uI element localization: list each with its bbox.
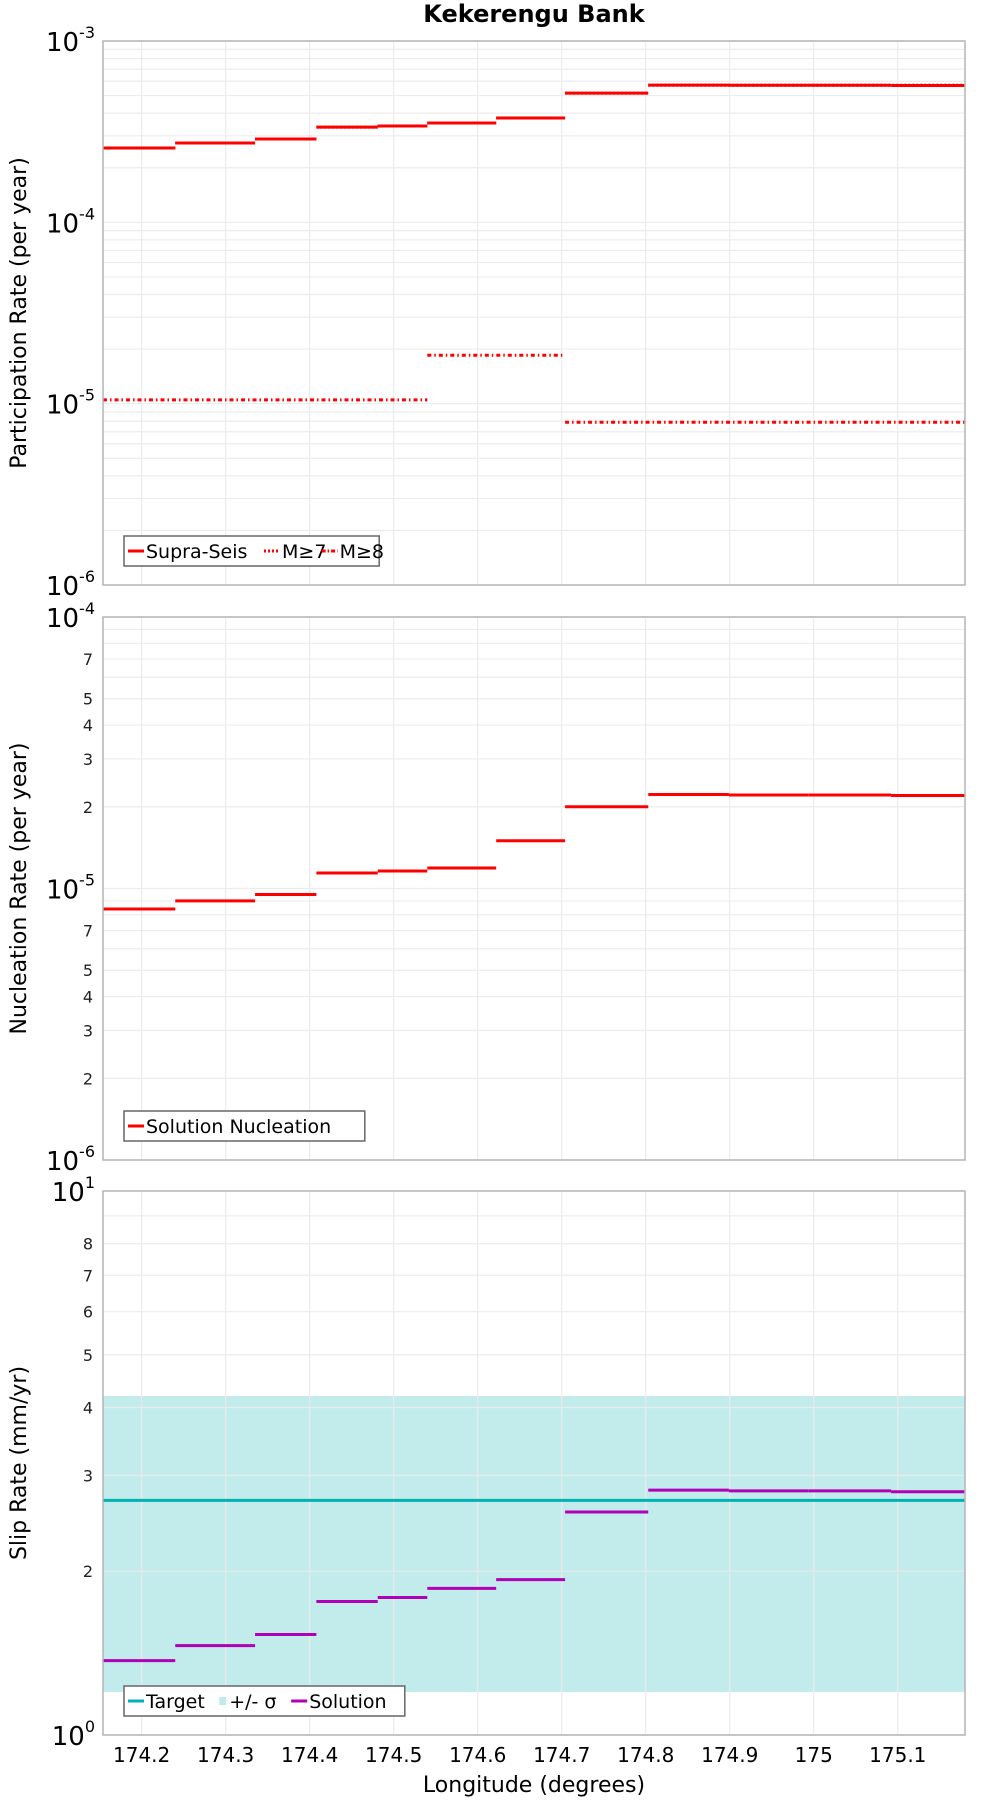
legend-box (123, 535, 380, 567)
x-axis-label: Longitude (degrees) (423, 1773, 645, 1798)
plot-frame (102, 616, 966, 1161)
y-axis-label: Nucleation Rate (per year) (7, 743, 32, 1035)
slip-rate-panel: 101 100 8 7 6 5 4 3 2 Slip Rate (mm/yr) Target +/- … (7, 1173, 966, 1752)
nucleation-rate-panel: 10-4 10-5 10-6 7 5 4 3 2 7 5 4 3 2 Nucleation Rate (p… (7, 599, 966, 1177)
x-tick-label: 174.8 (617, 1743, 674, 1767)
x-tick-label: 174.4 (281, 1743, 338, 1767)
y-tick-label-minor: 5 (83, 961, 93, 980)
legend-label: Supra-Seis (146, 541, 247, 563)
legend-box (123, 1110, 366, 1142)
y-tick-label-major: 101 (52, 1173, 95, 1208)
y-axis-label: Participation Rate (per year) (7, 157, 32, 469)
y-tick-label-major: 10-4 (46, 204, 95, 239)
legend-label: M≥8 (340, 541, 384, 563)
x-tick-label: 174.5 (365, 1743, 422, 1767)
legend: Supra-Seis M≥7 M≥8 (123, 535, 384, 567)
x-tick-label: 174.7 (533, 1743, 590, 1767)
legend: Target +/- σ Solution (123, 1685, 406, 1717)
legend-label: M≥7 (282, 541, 326, 563)
y-tick-label-major: 10-5 (46, 871, 95, 906)
legend-label: +/- σ (229, 1691, 276, 1713)
y-tick-label-minor: 6 (83, 1303, 93, 1322)
x-tick-label: 174.6 (449, 1743, 506, 1767)
y-axis-label: Slip Rate (mm/yr) (7, 1366, 32, 1560)
y-tick-label-major: 100 (52, 1717, 95, 1752)
y-tick-label-minor: 2 (83, 1562, 93, 1581)
y-tick-label-minor: 3 (83, 750, 93, 769)
y-tick-label-minor: 8 (83, 1235, 93, 1254)
y-tick-label-major: 10-5 (46, 386, 95, 421)
y-tick-label-minor: 2 (83, 798, 93, 817)
y-tick-label-minor: 5 (83, 690, 93, 709)
y-tick-label-minor: 3 (83, 1466, 93, 1485)
plot-frame (102, 1190, 966, 1736)
legend: Solution Nucleation (123, 1110, 366, 1142)
y-tick-label-major: 10-4 (46, 599, 95, 634)
y-tick-label-major: 10-6 (46, 1142, 95, 1177)
plot-frame (102, 40, 966, 586)
y-tick-label-minor: 4 (83, 1398, 93, 1417)
y-tick-label-major: 10-3 (46, 23, 95, 58)
legend-label: Solution Nucleation (146, 1116, 331, 1138)
y-tick-label-minor: 7 (83, 650, 93, 669)
legend-band-icon (219, 1697, 227, 1705)
chart-title: Kekerengu Bank (423, 0, 645, 28)
legend-box (123, 1685, 406, 1717)
y-tick-label-minor: 5 (83, 1346, 93, 1365)
participation-rate-panel: 10-3 10-4 10-5 10-6 Participation Rate (per … (7, 23, 966, 602)
x-tick-label: 174.2 (113, 1743, 170, 1767)
legend-label: Target (145, 1691, 205, 1713)
x-tick-label: 175 (795, 1743, 833, 1767)
sigma-band (103, 1395, 965, 1692)
y-tick-label-minor: 7 (83, 922, 93, 941)
y-tick-label-minor: 2 (83, 1069, 93, 1088)
y-tick-label-major: 10-6 (46, 567, 95, 602)
x-tick-label: 175.1 (869, 1743, 926, 1767)
x-tick-label: 174.9 (701, 1743, 758, 1767)
y-tick-label-minor: 4 (83, 716, 93, 735)
legend-label: Solution (309, 1691, 386, 1713)
x-tick-label: 174.3 (197, 1743, 254, 1767)
y-tick-label-minor: 3 (83, 1021, 93, 1040)
y-tick-label-minor: 7 (83, 1266, 93, 1285)
y-tick-label-minor: 4 (83, 988, 93, 1007)
